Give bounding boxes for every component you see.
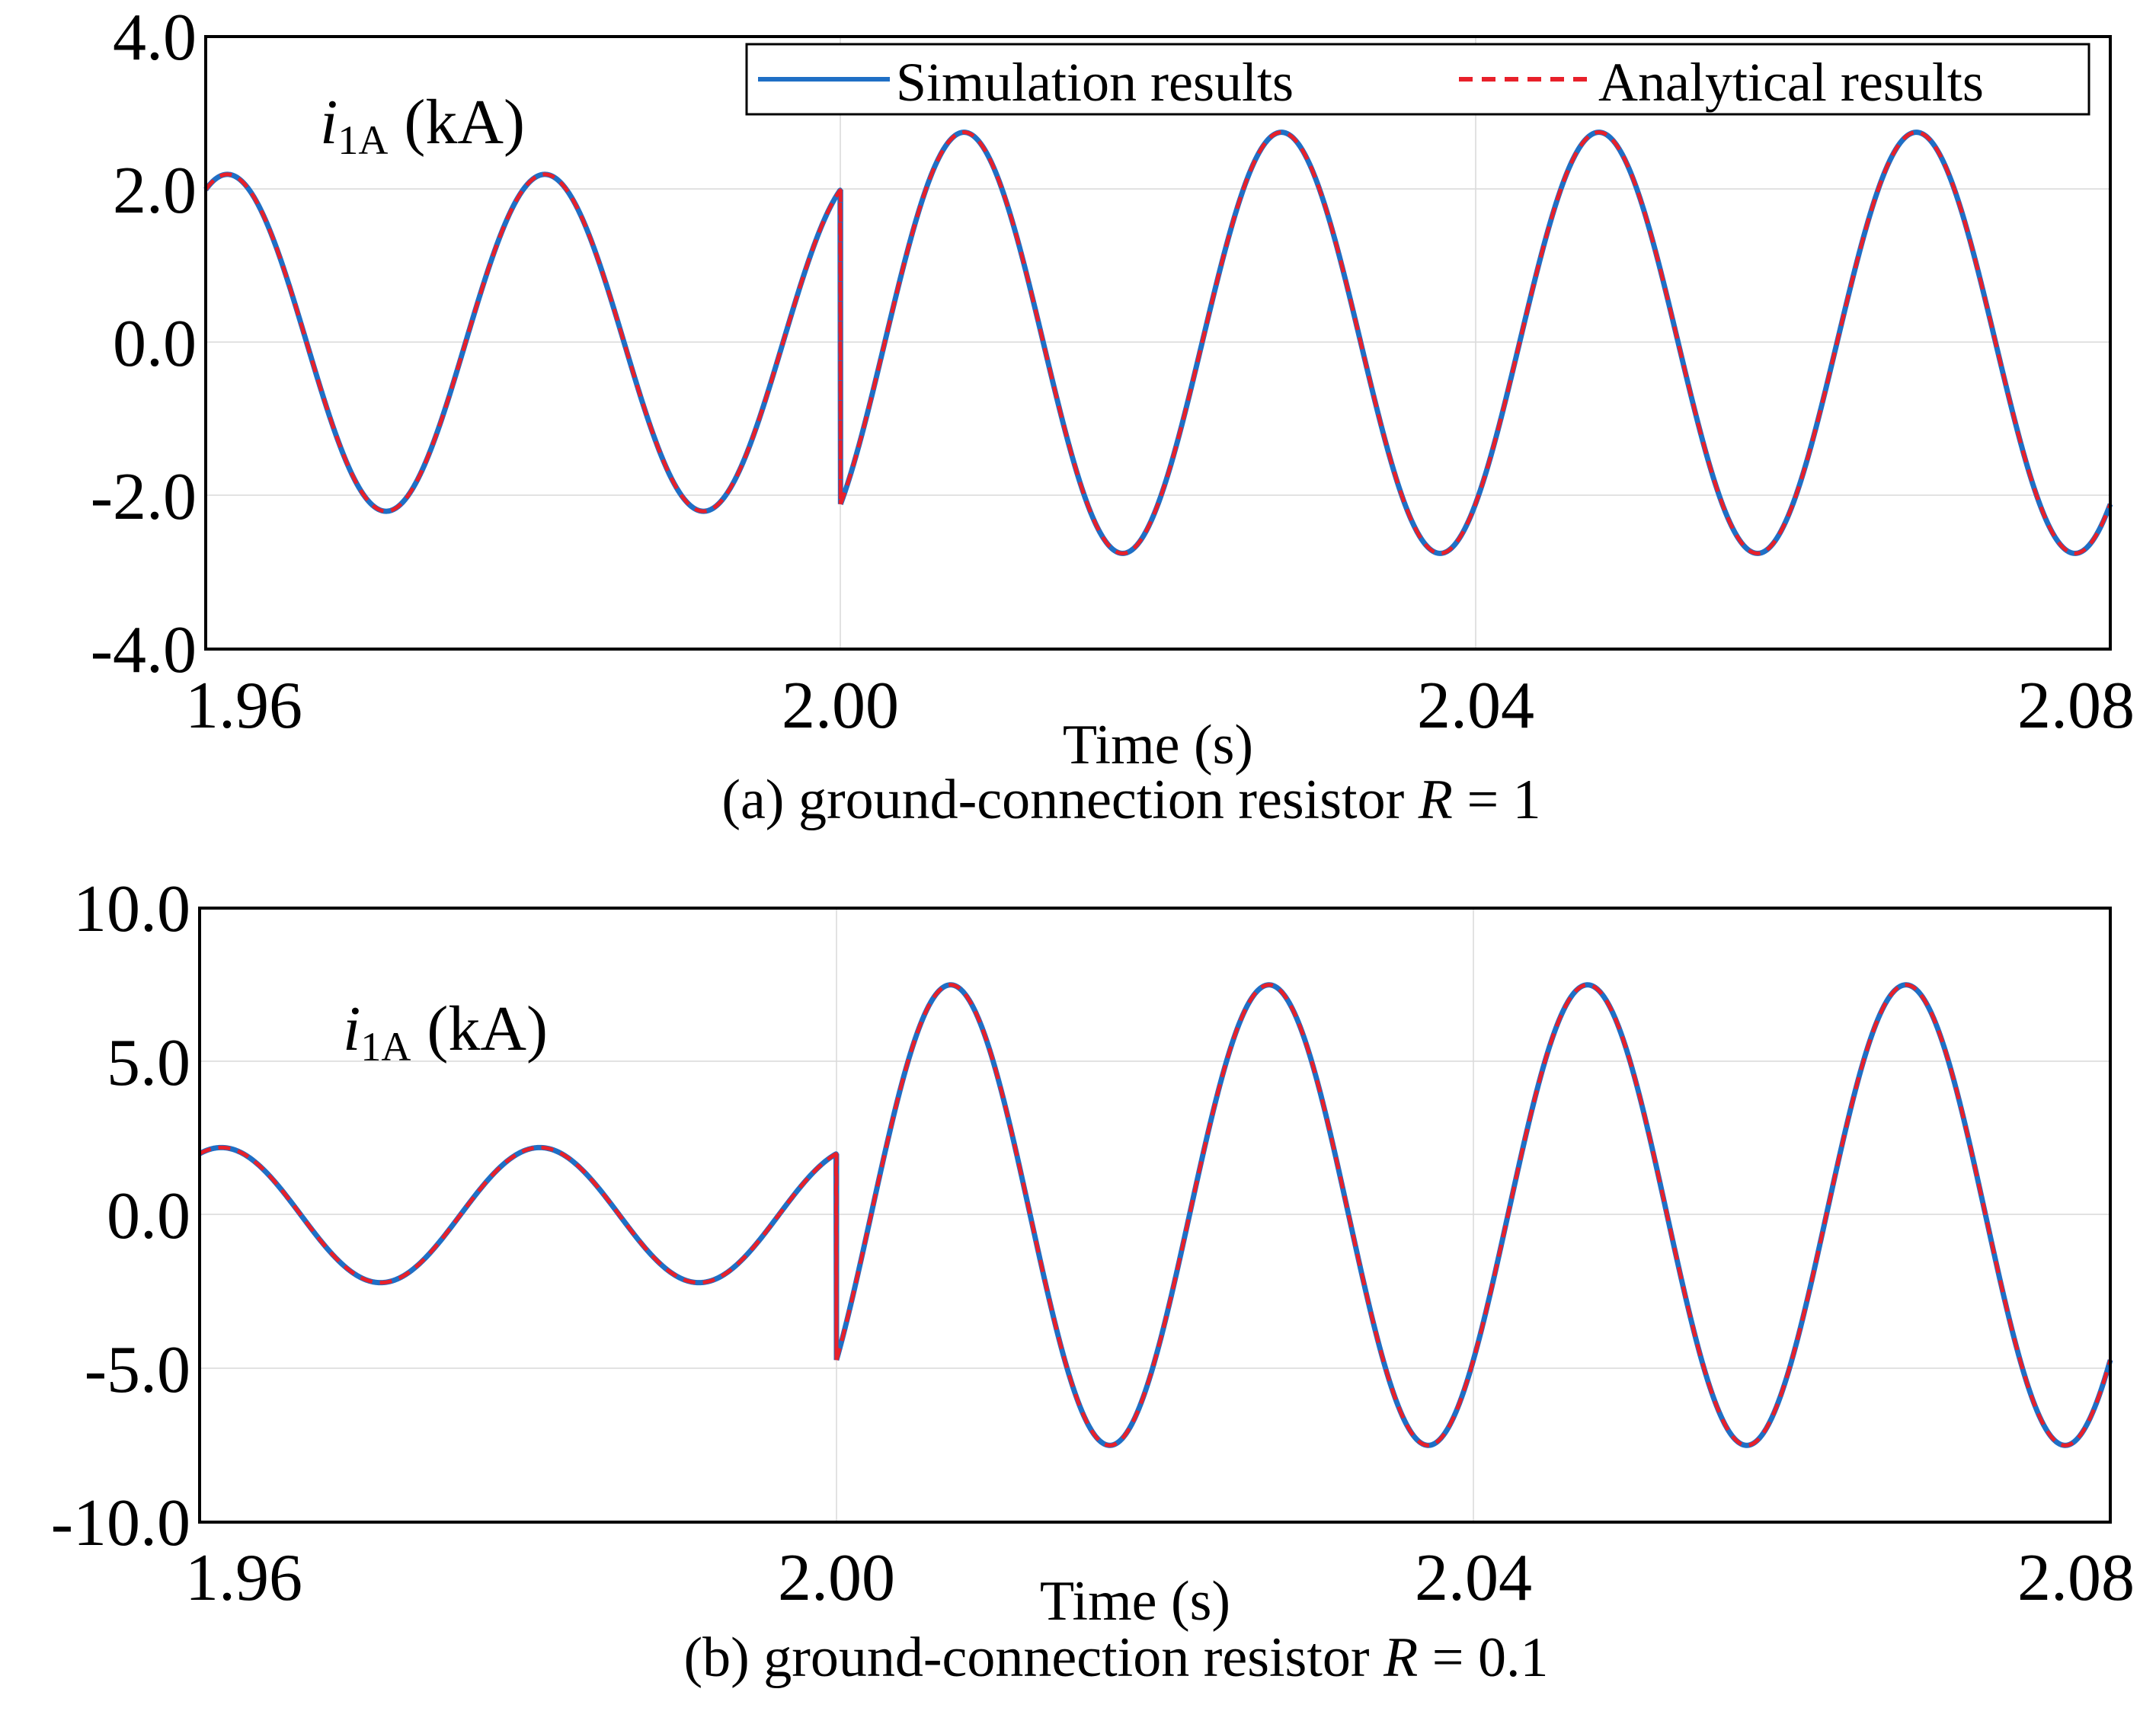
y-tick-label: 2.0 bbox=[113, 154, 197, 228]
caption-a-prefix: (a) ground-connection resistor bbox=[721, 769, 1418, 831]
variable-annotation-a: i1A (kA) bbox=[320, 87, 525, 163]
x-tick-label: 2.08 bbox=[2017, 1541, 2135, 1615]
annotation-unit-b: (kA) bbox=[411, 993, 548, 1064]
annotation-sub-b: 1A bbox=[360, 1024, 411, 1070]
x-tick-label: 2.00 bbox=[782, 669, 899, 743]
x-axis-title-b: Time (s) bbox=[1040, 1570, 1230, 1633]
plot-frame-b bbox=[198, 907, 2112, 1524]
y-tick-label: -2.0 bbox=[91, 460, 197, 534]
caption-b-suffix: = 0.1 bbox=[1418, 1626, 1548, 1689]
annotation-var-b: i bbox=[343, 993, 360, 1064]
series-group-a bbox=[203, 130, 2113, 556]
chart-panel-a: Simulation results Analytical results i1… bbox=[91, 1, 2135, 831]
x-axis-b: 1.96 2.00 2.04 2.08 bbox=[185, 1541, 2135, 1615]
caption-b: (b) ground-connection resistor R = 0.1 bbox=[683, 1626, 1548, 1689]
variable-annotation-b: i1A (kA) bbox=[343, 993, 548, 1070]
chart-panel-b: i1A (kA) 10.0 5.0 0.0 -5.0 -10.0 1.96 2.… bbox=[51, 872, 2135, 1689]
y-tick-label: 10.0 bbox=[73, 872, 190, 946]
series-line-simulation-results bbox=[203, 130, 2113, 556]
x-tick-label: 2.04 bbox=[1417, 669, 1534, 743]
x-tick-label: 1.96 bbox=[185, 669, 302, 743]
y-tick-label: -10.0 bbox=[51, 1486, 190, 1560]
legend-label-analytical: Analytical results bbox=[1598, 52, 1984, 113]
y-tick-label: -5.0 bbox=[85, 1333, 190, 1407]
y-tick-label: 5.0 bbox=[107, 1026, 190, 1100]
series-line-analytical-results bbox=[198, 983, 2113, 1447]
series-group-b bbox=[197, 982, 2113, 1448]
x-axis-title-a: Time (s) bbox=[1063, 714, 1253, 776]
x-tick-label: 2.04 bbox=[1415, 1541, 1532, 1615]
caption-a-var: R bbox=[1418, 769, 1453, 831]
x-tick-label: 2.08 bbox=[2017, 669, 2135, 743]
x-tick-label: 2.00 bbox=[778, 1541, 895, 1615]
legend-box bbox=[745, 43, 2090, 116]
plot-frame-a bbox=[204, 35, 2112, 651]
x-tick-label: 1.96 bbox=[185, 1541, 302, 1615]
annotation-unit-a: (kA) bbox=[388, 87, 525, 158]
caption-b-var: R bbox=[1383, 1626, 1418, 1689]
legend-label-simulation: Simulation results bbox=[896, 52, 1294, 113]
y-axis-a: 4.0 2.0 0.0 -2.0 -4.0 bbox=[91, 1, 197, 687]
x-axis-a: 1.96 2.00 2.04 2.08 bbox=[185, 669, 2135, 743]
legend-a: Simulation results Analytical results bbox=[745, 43, 2090, 116]
y-tick-label: 0.0 bbox=[107, 1179, 190, 1253]
annotation-sub-a: 1A bbox=[337, 117, 388, 163]
caption-b-prefix: (b) ground-connection resistor bbox=[683, 1626, 1383, 1689]
y-axis-b: 10.0 5.0 0.0 -5.0 -10.0 bbox=[51, 872, 190, 1560]
caption-a: (a) ground-connection resistor R = 1 bbox=[721, 769, 1540, 831]
caption-a-suffix: = 1 bbox=[1453, 769, 1541, 831]
y-tick-label: 4.0 bbox=[113, 1, 197, 75]
y-tick-label: 0.0 bbox=[113, 307, 197, 381]
annotation-var-a: i bbox=[320, 87, 337, 158]
y-tick-label: -4.0 bbox=[91, 613, 197, 687]
series-line-analytical-results bbox=[203, 130, 2113, 555]
